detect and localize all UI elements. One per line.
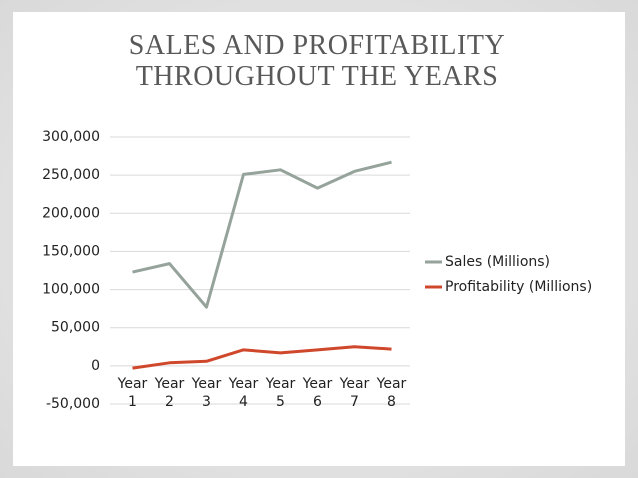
x-tick-label: Year 5 — [265, 376, 296, 410]
x-tick-label: Year 3 — [191, 376, 222, 410]
slide-panel — [13, 12, 625, 466]
legend-label: Sales (Millions) — [445, 254, 550, 270]
chart-title: SALES AND PROFITABILITY THROUGHOUT THE Y… — [128, 30, 506, 92]
x-tick-label: Year 1 — [117, 376, 148, 410]
data-line — [132, 345, 392, 370]
x-tick-label: Year 2 — [154, 376, 185, 410]
legend-label: Profitability (Millions) — [445, 279, 592, 295]
y-tick-label: 300,000 — [42, 129, 100, 145]
y-tick-label: 200,000 — [42, 205, 100, 221]
y-tick-label: 0 — [91, 358, 100, 374]
y-tick-label: 250,000 — [42, 167, 100, 183]
y-tick-label: 100,000 — [42, 282, 100, 298]
x-tick-label: Year 8 — [376, 376, 407, 410]
x-tick-label: Year 6 — [302, 376, 333, 410]
y-tick-label: 50,000 — [51, 320, 100, 336]
y-tick-label: -50,000 — [46, 396, 100, 412]
data-line — [132, 160, 392, 309]
x-tick-label: Year 4 — [228, 376, 259, 410]
x-tick-label: Year 7 — [339, 376, 370, 410]
y-tick-label: 150,000 — [42, 243, 100, 259]
